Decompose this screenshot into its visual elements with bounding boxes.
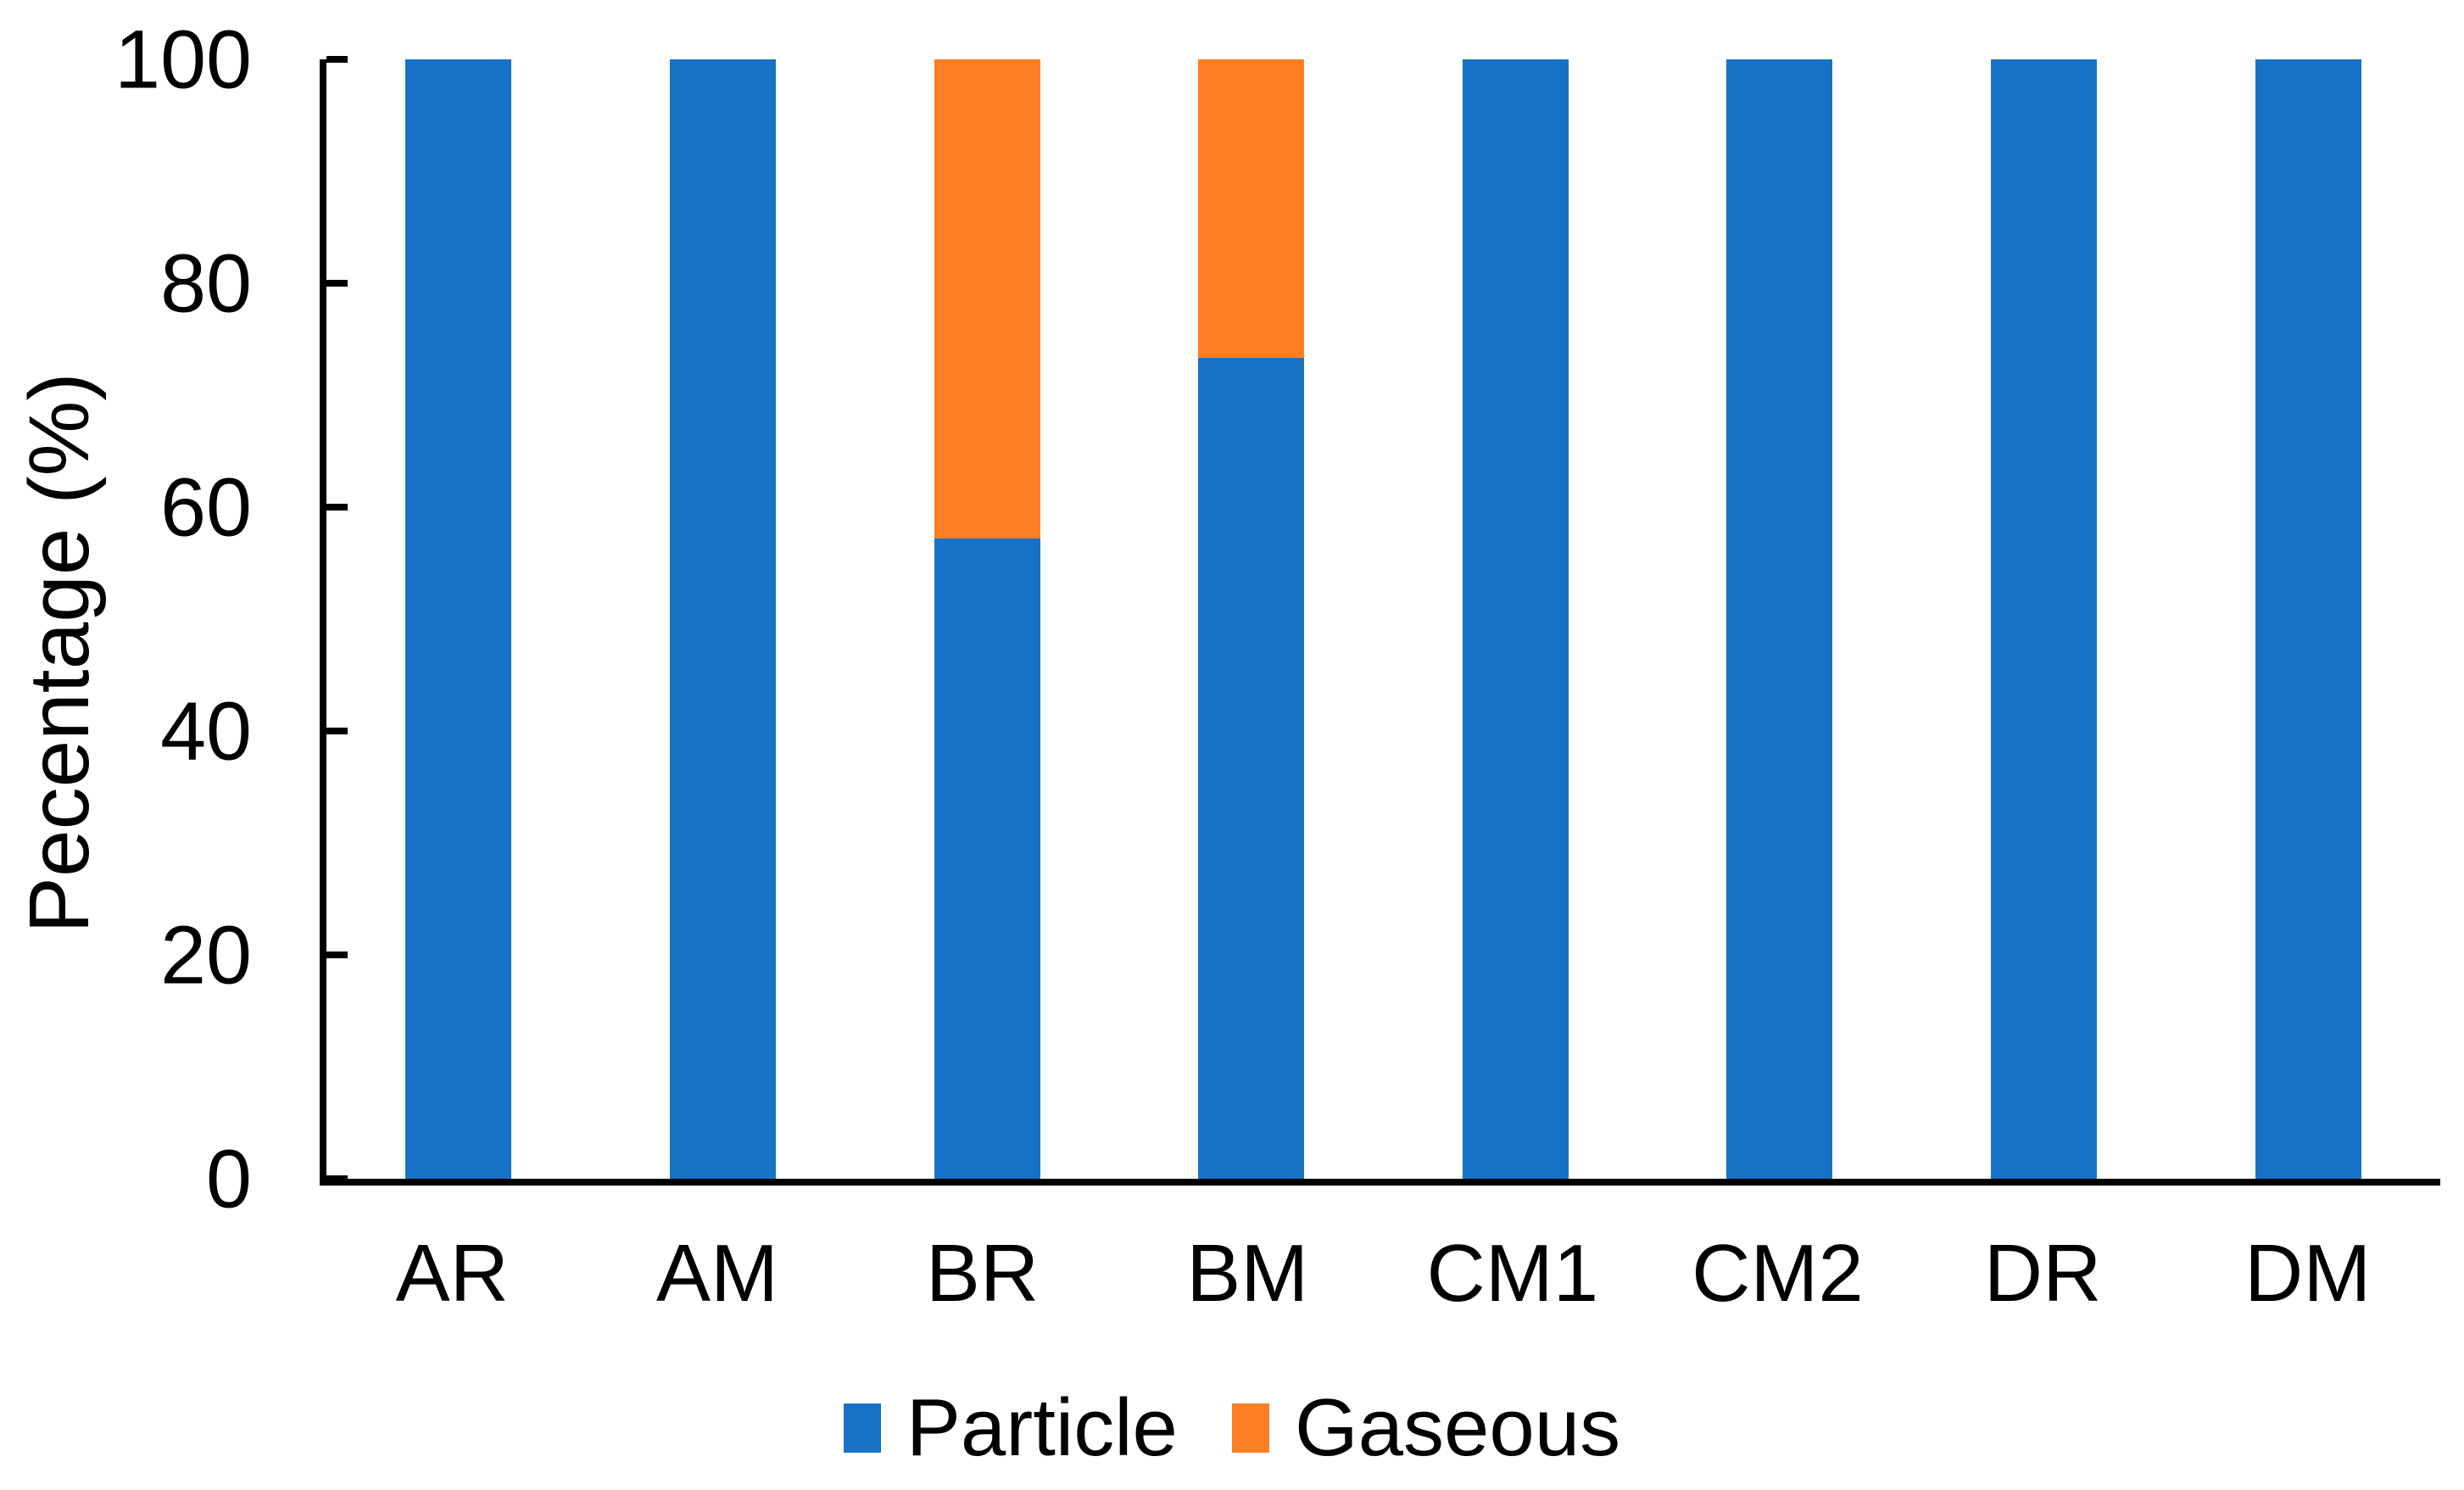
stacked-bar-DR (1991, 59, 2098, 1179)
stacked-bar-CM2 (1726, 59, 1833, 1179)
stacked-bar-BR (934, 59, 1040, 1179)
stacked-bar-AR (405, 59, 512, 1179)
y-tick-mark-100 (326, 56, 348, 63)
y-tick-mark-40 (326, 728, 348, 734)
x-category-label-AM: AM (655, 1228, 778, 1319)
bar-segment-particle-BM (1198, 358, 1305, 1179)
y-tick-label-60: 60 (160, 460, 252, 554)
bar-segment-gaseous-BR (934, 59, 1040, 539)
bar-slot-CM1 (1384, 59, 1648, 1179)
bar-slot-CM2 (1647, 59, 1912, 1179)
x-axis-category-labels: AR AM BR BM CM1 CM2 DR DM (320, 1226, 2440, 1321)
y-tick-mark-20 (326, 951, 348, 958)
x-category-label-CM1: CM1 (1426, 1228, 1599, 1319)
legend-label-particle: Particle (906, 1382, 1178, 1473)
legend-marker-particle (843, 1404, 881, 1453)
bar-slot-DM (2176, 59, 2440, 1179)
bar-segment-particle-DR (1991, 59, 2098, 1179)
bar-segment-particle-BR (934, 538, 1040, 1179)
x-category-label-CM2: CM2 (1692, 1228, 1864, 1319)
y-tick-label-20: 20 (160, 908, 252, 1002)
bar-slot-AR (326, 59, 591, 1179)
y-tick-label-100: 100 (114, 13, 252, 106)
y-axis-tick-labels: 0 20 40 60 80 100 (0, 19, 252, 1220)
x-category-label-AR: AR (395, 1228, 509, 1319)
stacked-bar-DM (2255, 59, 2361, 1179)
y-tick-mark-80 (326, 280, 348, 287)
chart-legend: Particle Gaseous (0, 1381, 2464, 1476)
y-tick-mark-60 (326, 504, 348, 511)
stacked-bar-AM (669, 59, 776, 1179)
bar-segment-particle-CM2 (1726, 59, 1833, 1179)
y-tick-label-0: 0 (206, 1132, 252, 1225)
legend-entry-gaseous: Gaseous (1231, 1382, 1621, 1473)
legend-entry-particle: Particle (843, 1382, 1178, 1473)
bar-slot-BM (1119, 59, 1384, 1179)
legend-label-gaseous: Gaseous (1294, 1382, 1621, 1473)
x-category-label-BM: BM (1186, 1228, 1309, 1319)
y-tick-mark-0 (326, 1175, 348, 1182)
stacked-bar-BM (1198, 59, 1305, 1179)
plot-area (320, 56, 2440, 1186)
x-category-label-DM: DM (2244, 1228, 2372, 1319)
bar-slot-DR (1912, 59, 2177, 1179)
legend-marker-gaseous (1231, 1404, 1269, 1453)
bar-segment-particle-DM (2255, 59, 2361, 1179)
bar-segment-particle-CM1 (1462, 59, 1569, 1179)
bar-segment-gaseous-BM (1198, 59, 1305, 359)
bar-slot-BR (855, 59, 1119, 1179)
bar-segment-particle-AR (405, 59, 512, 1179)
bar-slot-AM (591, 59, 856, 1179)
stacked-bar-CM1 (1462, 59, 1569, 1179)
y-tick-label-40: 40 (160, 684, 252, 778)
bar-segment-particle-AM (669, 59, 776, 1179)
bars-container (326, 59, 2440, 1179)
x-category-label-BR: BR (925, 1228, 1040, 1319)
y-tick-label-80: 80 (160, 237, 252, 330)
x-category-label-DR: DR (1983, 1228, 2102, 1319)
